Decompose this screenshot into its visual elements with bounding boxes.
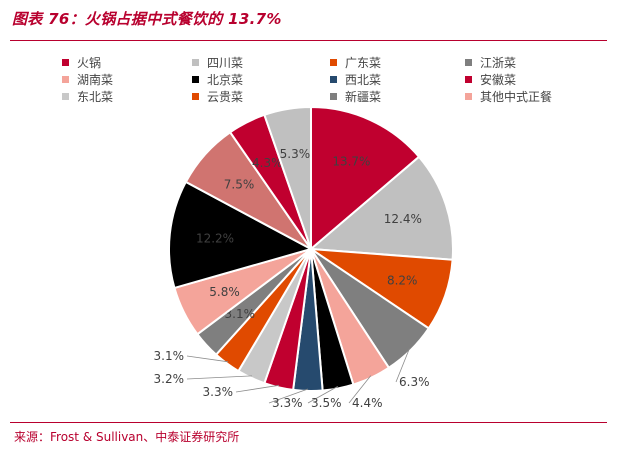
slice-label: 8.2% (387, 274, 418, 288)
source-note: 来源：Frost & Sullivan、中泰证券研究所 (14, 430, 240, 444)
legend-item: 湖南菜 (62, 72, 114, 87)
legend-label: 新疆菜 (345, 89, 382, 104)
leader-line (307, 386, 338, 404)
pie-slice (308, 155, 454, 261)
leader-line (395, 348, 410, 383)
legend-swatch (330, 75, 337, 83)
slice-label: 3.3% (272, 396, 303, 410)
legend-label: 西北菜 (345, 72, 382, 87)
source-divider (10, 422, 607, 423)
legend-label: 安徽菜 (480, 72, 517, 87)
slice-label: 3.1% (225, 307, 256, 321)
legend-item: 东北菜 (62, 89, 114, 104)
legend-swatch (465, 75, 472, 83)
legend-swatch (465, 92, 472, 100)
legend-swatch (62, 92, 69, 100)
legend-swatch (192, 58, 199, 66)
legend-label: 东北菜 (77, 89, 114, 104)
slice-label: 4.4% (352, 396, 383, 410)
pie-slice (310, 105, 421, 252)
legend-swatch (465, 58, 472, 66)
title-divider (10, 40, 607, 41)
legend-item: 广东菜 (330, 55, 382, 70)
slice-label: 12.4% (384, 212, 422, 226)
legend-item: 云贵菜 (192, 89, 244, 104)
slice-label: 3.2% (154, 372, 185, 386)
slice-label: 4.3% (252, 156, 283, 170)
legend-label: 江浙菜 (480, 55, 517, 70)
pie-slice (263, 105, 312, 250)
legend-item: 西北菜 (330, 72, 382, 87)
legend-item: 火锅 (62, 55, 102, 70)
legend-swatch (192, 75, 199, 83)
legend-label: 北京菜 (207, 72, 244, 87)
leader-line (186, 375, 253, 380)
slice-label: 13.7% (332, 154, 370, 168)
leader-line (268, 388, 309, 404)
slice-label: 3.1% (154, 349, 185, 363)
slice-label: 5.3% (280, 147, 311, 161)
slice-label: 6.3% (399, 375, 430, 389)
leader-line (235, 384, 280, 393)
slice-label: 3.3% (203, 385, 234, 399)
pie-slice (168, 180, 314, 290)
legend-swatch (330, 58, 337, 66)
legend-label: 湖南菜 (77, 72, 114, 87)
legend-label: 广东菜 (345, 55, 382, 70)
legend-swatch (330, 92, 337, 100)
legend-item: 新疆菜 (330, 89, 382, 104)
slice-label: 7.5% (224, 178, 255, 192)
chart-title: 图表 76：火锅占据中式餐饮的 13.7% (12, 10, 282, 28)
legend-item: 安徽菜 (465, 72, 517, 87)
legend-label: 云贵菜 (207, 89, 244, 104)
legend-label: 四川菜 (207, 55, 244, 70)
slice-label: 3.5% (311, 396, 342, 410)
legend-swatch (192, 92, 199, 100)
legend-label: 其他中式正餐 (480, 89, 553, 104)
legend-item: 其他中式正餐 (465, 89, 553, 104)
slice-label: 5.8% (209, 285, 240, 299)
legend: 火锅 四川菜 广东菜 江浙菜湖南菜 北京菜 西北菜 安徽菜东北菜 云贵菜 新疆菜 其他中式正餐 (0, 0, 617, 110)
leader-line (186, 355, 229, 363)
legend-swatch (62, 58, 69, 66)
legend-swatch (62, 75, 69, 83)
legend-item: 北京菜 (192, 72, 244, 87)
legend-label: 火锅 (77, 55, 102, 70)
slice-label: 12.2% (196, 232, 234, 246)
legend-item: 四川菜 (192, 55, 244, 70)
leader-line (348, 375, 372, 404)
legend-item: 江浙菜 (465, 55, 517, 70)
